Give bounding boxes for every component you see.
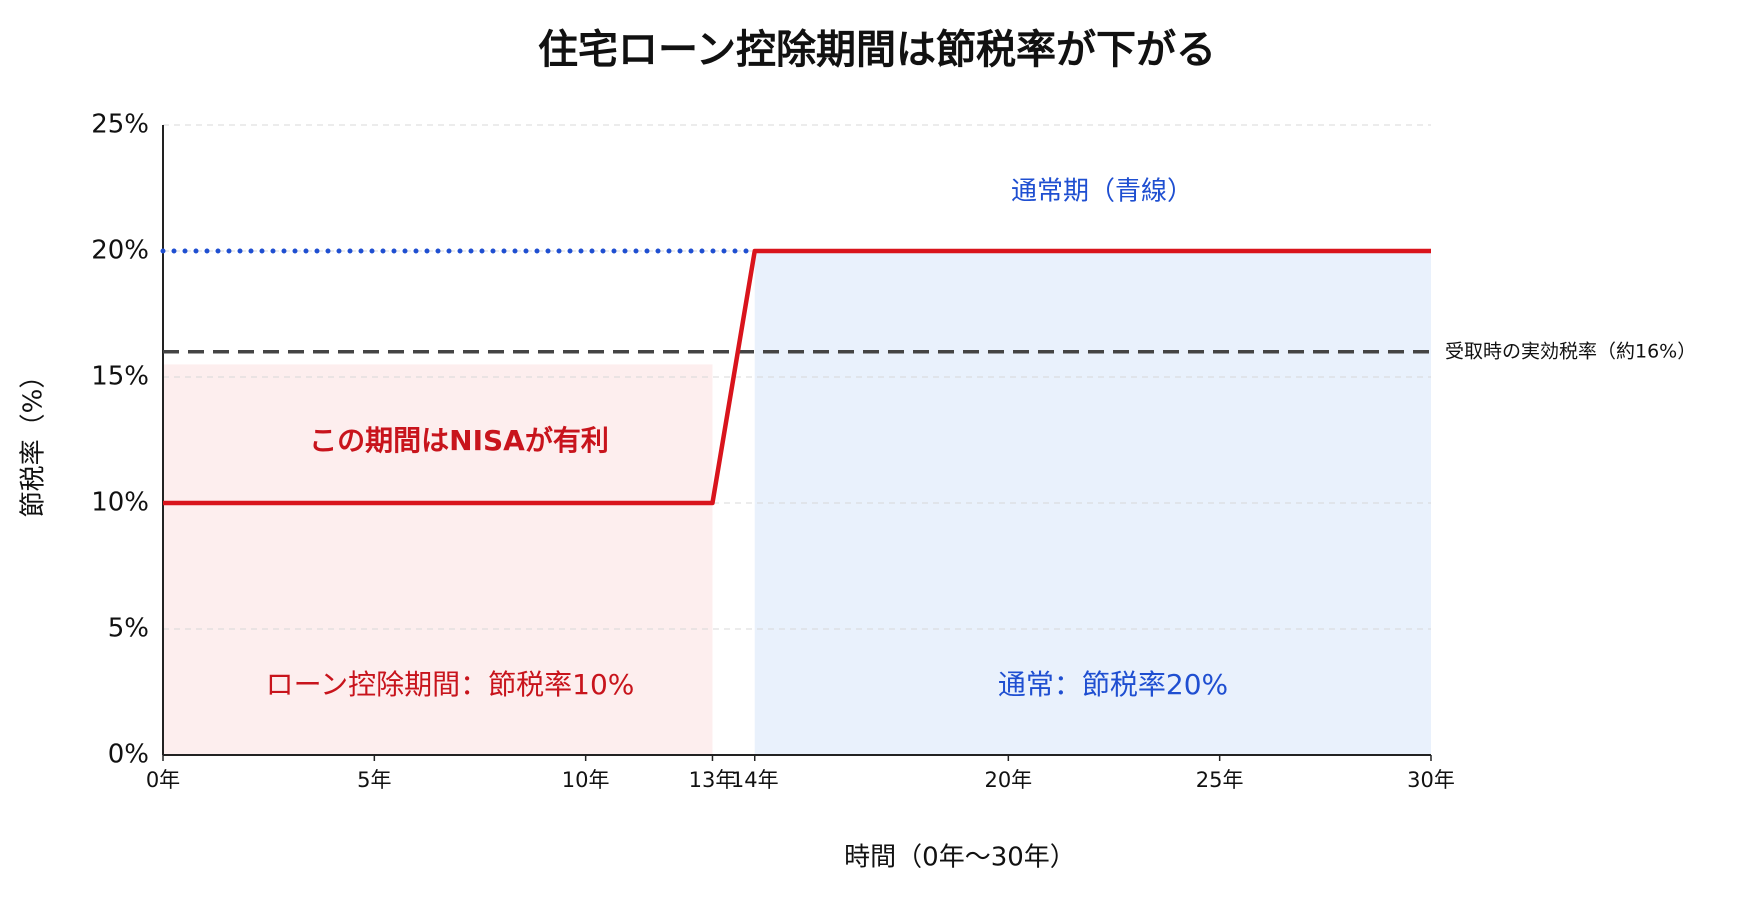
y-axis-label: 節税率（%） <box>19 363 49 518</box>
y-tick-label: 0% <box>108 740 149 770</box>
y-tick-label: 15% <box>91 362 149 392</box>
x-tick-label: 14年 <box>731 768 779 792</box>
x-tick-label: 0年 <box>146 768 180 792</box>
annotation: 通常期（青線） <box>1011 177 1193 207</box>
shaded-region <box>163 364 713 755</box>
annotation: ローン控除期間：節税率10% <box>266 668 635 701</box>
x-tick-label: 20年 <box>984 768 1032 792</box>
y-tick-label: 10% <box>91 488 149 518</box>
series-line <box>163 248 1431 506</box>
x-tick-label: 5年 <box>357 768 391 792</box>
annotation: この期間はNISAが有利 <box>309 424 609 457</box>
annotation: 通常：節税率20% <box>998 668 1228 701</box>
x-tick-label: 30年 <box>1407 768 1455 792</box>
y-tick-label: 5% <box>108 614 149 644</box>
y-tick-label: 25% <box>91 110 149 140</box>
chart-title: 住宅ローン控除期間は節税率が下がる <box>538 27 1216 73</box>
x-axis-label: 時間（0年〜30年） <box>844 843 1076 873</box>
x-tick-label: 10年 <box>562 768 610 792</box>
x-tick-label: 25年 <box>1196 768 1244 792</box>
y-tick-label: 20% <box>91 236 149 266</box>
line-label: 受取時の実効税率（約16%） <box>1445 340 1696 362</box>
x-tick-label: 13年 <box>689 768 737 792</box>
